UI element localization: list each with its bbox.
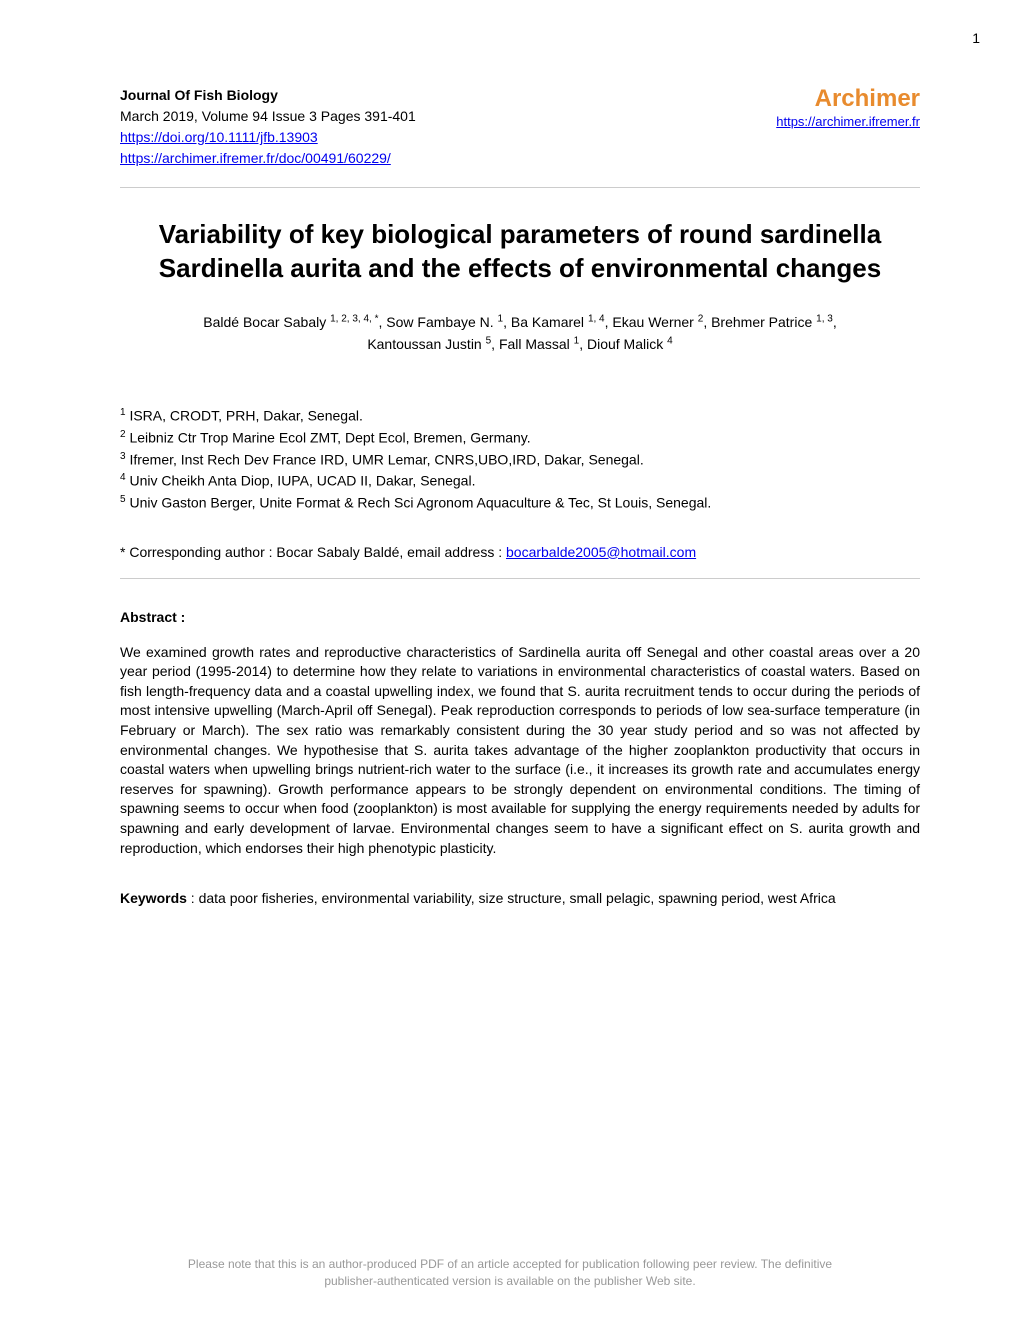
- authors-line-1: Baldé Bocar Sabaly 1, 2, 3, 4, *, Sow Fa…: [120, 311, 920, 333]
- corresponding-prefix: * Corresponding author : Bocar Sabaly Ba…: [120, 544, 506, 560]
- corresponding-email[interactable]: bocarbalde2005@hotmail.com: [506, 544, 696, 560]
- doi-link[interactable]: https://doi.org/10.1111/jfb.13903: [120, 129, 318, 145]
- affiliation-2: 2 Leibniz Ctr Trop Marine Ecol ZMT, Dept…: [120, 427, 920, 449]
- paper-title: Variability of key biological parameters…: [120, 218, 920, 286]
- abstract-text: We examined growth rates and reproductiv…: [120, 643, 920, 859]
- keywords-text: : data poor fisheries, environmental var…: [187, 890, 836, 906]
- archimer-link[interactable]: https://archimer.ifremer.fr: [776, 114, 920, 129]
- title-section: Variability of key biological parameters…: [0, 188, 1020, 286]
- archimer-doc-link[interactable]: https://archimer.ifremer.fr/doc/00491/60…: [120, 150, 391, 166]
- journal-issue: March 2019, Volume 94 Issue 3 Pages 391-…: [120, 106, 416, 127]
- affiliation-1: 1 ISRA, CRODT, PRH, Dakar, Senegal.: [120, 405, 920, 427]
- affiliation-3: 3 Ifremer, Inst Rech Dev France IRD, UMR…: [120, 449, 920, 471]
- header-section: Journal Of Fish Biology March 2019, Volu…: [0, 0, 1020, 169]
- journal-name: Journal Of Fish Biology: [120, 85, 416, 106]
- footer-line-2: publisher-authenticated version is avail…: [60, 1273, 960, 1290]
- authors-line-2: Kantoussan Justin 5, Fall Massal 1, Diou…: [120, 333, 920, 355]
- affiliation-4: 4 Univ Cheikh Anta Diop, IUPA, UCAD II, …: [120, 470, 920, 492]
- footer-note: Please note that this is an author-produ…: [0, 1256, 1020, 1290]
- keywords-label: Keywords: [120, 890, 187, 906]
- footer-line-1: Please note that this is an author-produ…: [60, 1256, 960, 1273]
- journal-info: Journal Of Fish Biology March 2019, Volu…: [120, 85, 416, 169]
- corresponding-section: * Corresponding author : Bocar Sabaly Ba…: [0, 514, 1020, 560]
- affiliations-section: 1 ISRA, CRODT, PRH, Dakar, Senegal. 2 Le…: [0, 355, 1020, 513]
- authors-section: Baldé Bocar Sabaly 1, 2, 3, 4, *, Sow Fa…: [0, 286, 1020, 356]
- affiliation-5: 5 Univ Gaston Berger, Unite Format & Rec…: [120, 492, 920, 514]
- page-number: 1: [972, 30, 980, 46]
- archimer-block: Archimer https://archimer.ifremer.fr: [776, 85, 920, 131]
- abstract-label: Abstract :: [120, 609, 920, 625]
- keywords-section: Keywords : data poor fisheries, environm…: [0, 858, 1020, 909]
- archimer-title: Archimer: [776, 85, 920, 113]
- abstract-section: Abstract : We examined growth rates and …: [0, 579, 1020, 859]
